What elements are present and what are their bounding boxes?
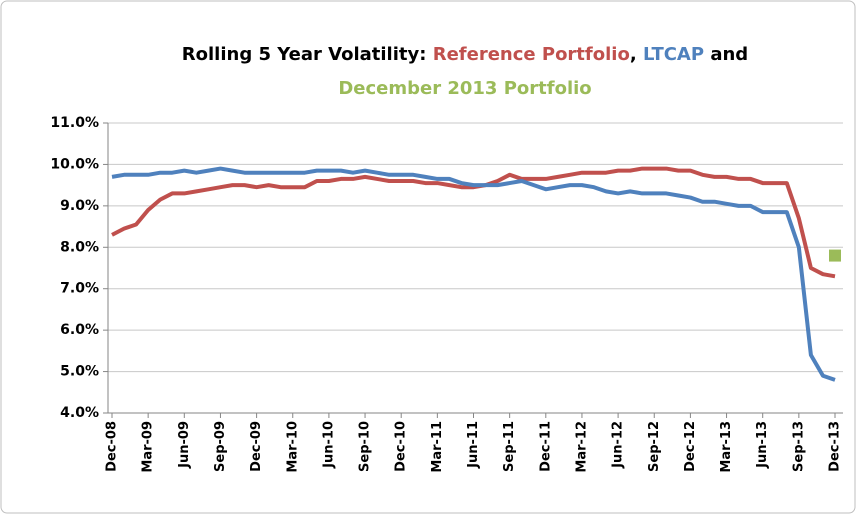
title-series: Reference Portfolio	[433, 44, 630, 65]
x-tick-label: Dec-08	[105, 421, 120, 472]
x-tick-label: Mar-12	[574, 421, 589, 473]
y-tick-label: 6.0%	[60, 322, 99, 338]
x-tick-label: Mar-10	[285, 421, 300, 473]
x-tick-label: Mar-13	[719, 421, 734, 473]
x-tick-label: Dec-13	[828, 421, 843, 472]
chart-title: Rolling 5 Year Volatility: Reference Por…	[182, 44, 748, 65]
x-tick-label: Sep-11	[502, 421, 517, 472]
x-tick-label: Dec-12	[683, 421, 698, 472]
x-tick-label: Dec-11	[538, 421, 553, 472]
y-tick-label: 11.0%	[50, 115, 99, 131]
x-tick-label: Sep-12	[647, 421, 662, 472]
x-tick-label: Jun-13	[755, 421, 770, 469]
x-tick-label: Sep-10	[358, 421, 373, 472]
x-tick-label: Jun-12	[611, 421, 626, 469]
title-text: and	[710, 44, 748, 65]
title-series: December 2013 Portfolio	[338, 78, 591, 99]
marker	[829, 249, 841, 262]
y-tick-label: 4.0%	[60, 405, 99, 421]
y-tick-label: 10.0%	[50, 156, 99, 172]
x-tick-label: Mar-09	[141, 421, 156, 473]
y-tick-label: 8.0%	[60, 239, 99, 255]
x-tick-label: Jun-10	[321, 421, 336, 469]
title-series: LTCAP	[643, 44, 704, 65]
x-tick-label: Dec-09	[249, 421, 264, 472]
x-tick-label: Dec-10	[394, 421, 409, 472]
x-tick-label: Sep-09	[213, 421, 228, 472]
x-tick-label: Sep-13	[791, 421, 806, 472]
x-tick-label: Jun-11	[466, 421, 481, 469]
series-line	[111, 166, 836, 382]
y-tick-label: 5.0%	[60, 364, 99, 380]
title-text: ,	[630, 44, 637, 65]
x-tick-label: Jun-09	[177, 421, 192, 469]
y-tick-label: 7.0%	[60, 281, 99, 297]
x-tick-label: Mar-11	[430, 421, 445, 473]
title-text: Rolling 5 Year Volatility:	[182, 44, 427, 65]
y-tick-label: 9.0%	[60, 198, 99, 214]
series-line	[111, 166, 836, 279]
